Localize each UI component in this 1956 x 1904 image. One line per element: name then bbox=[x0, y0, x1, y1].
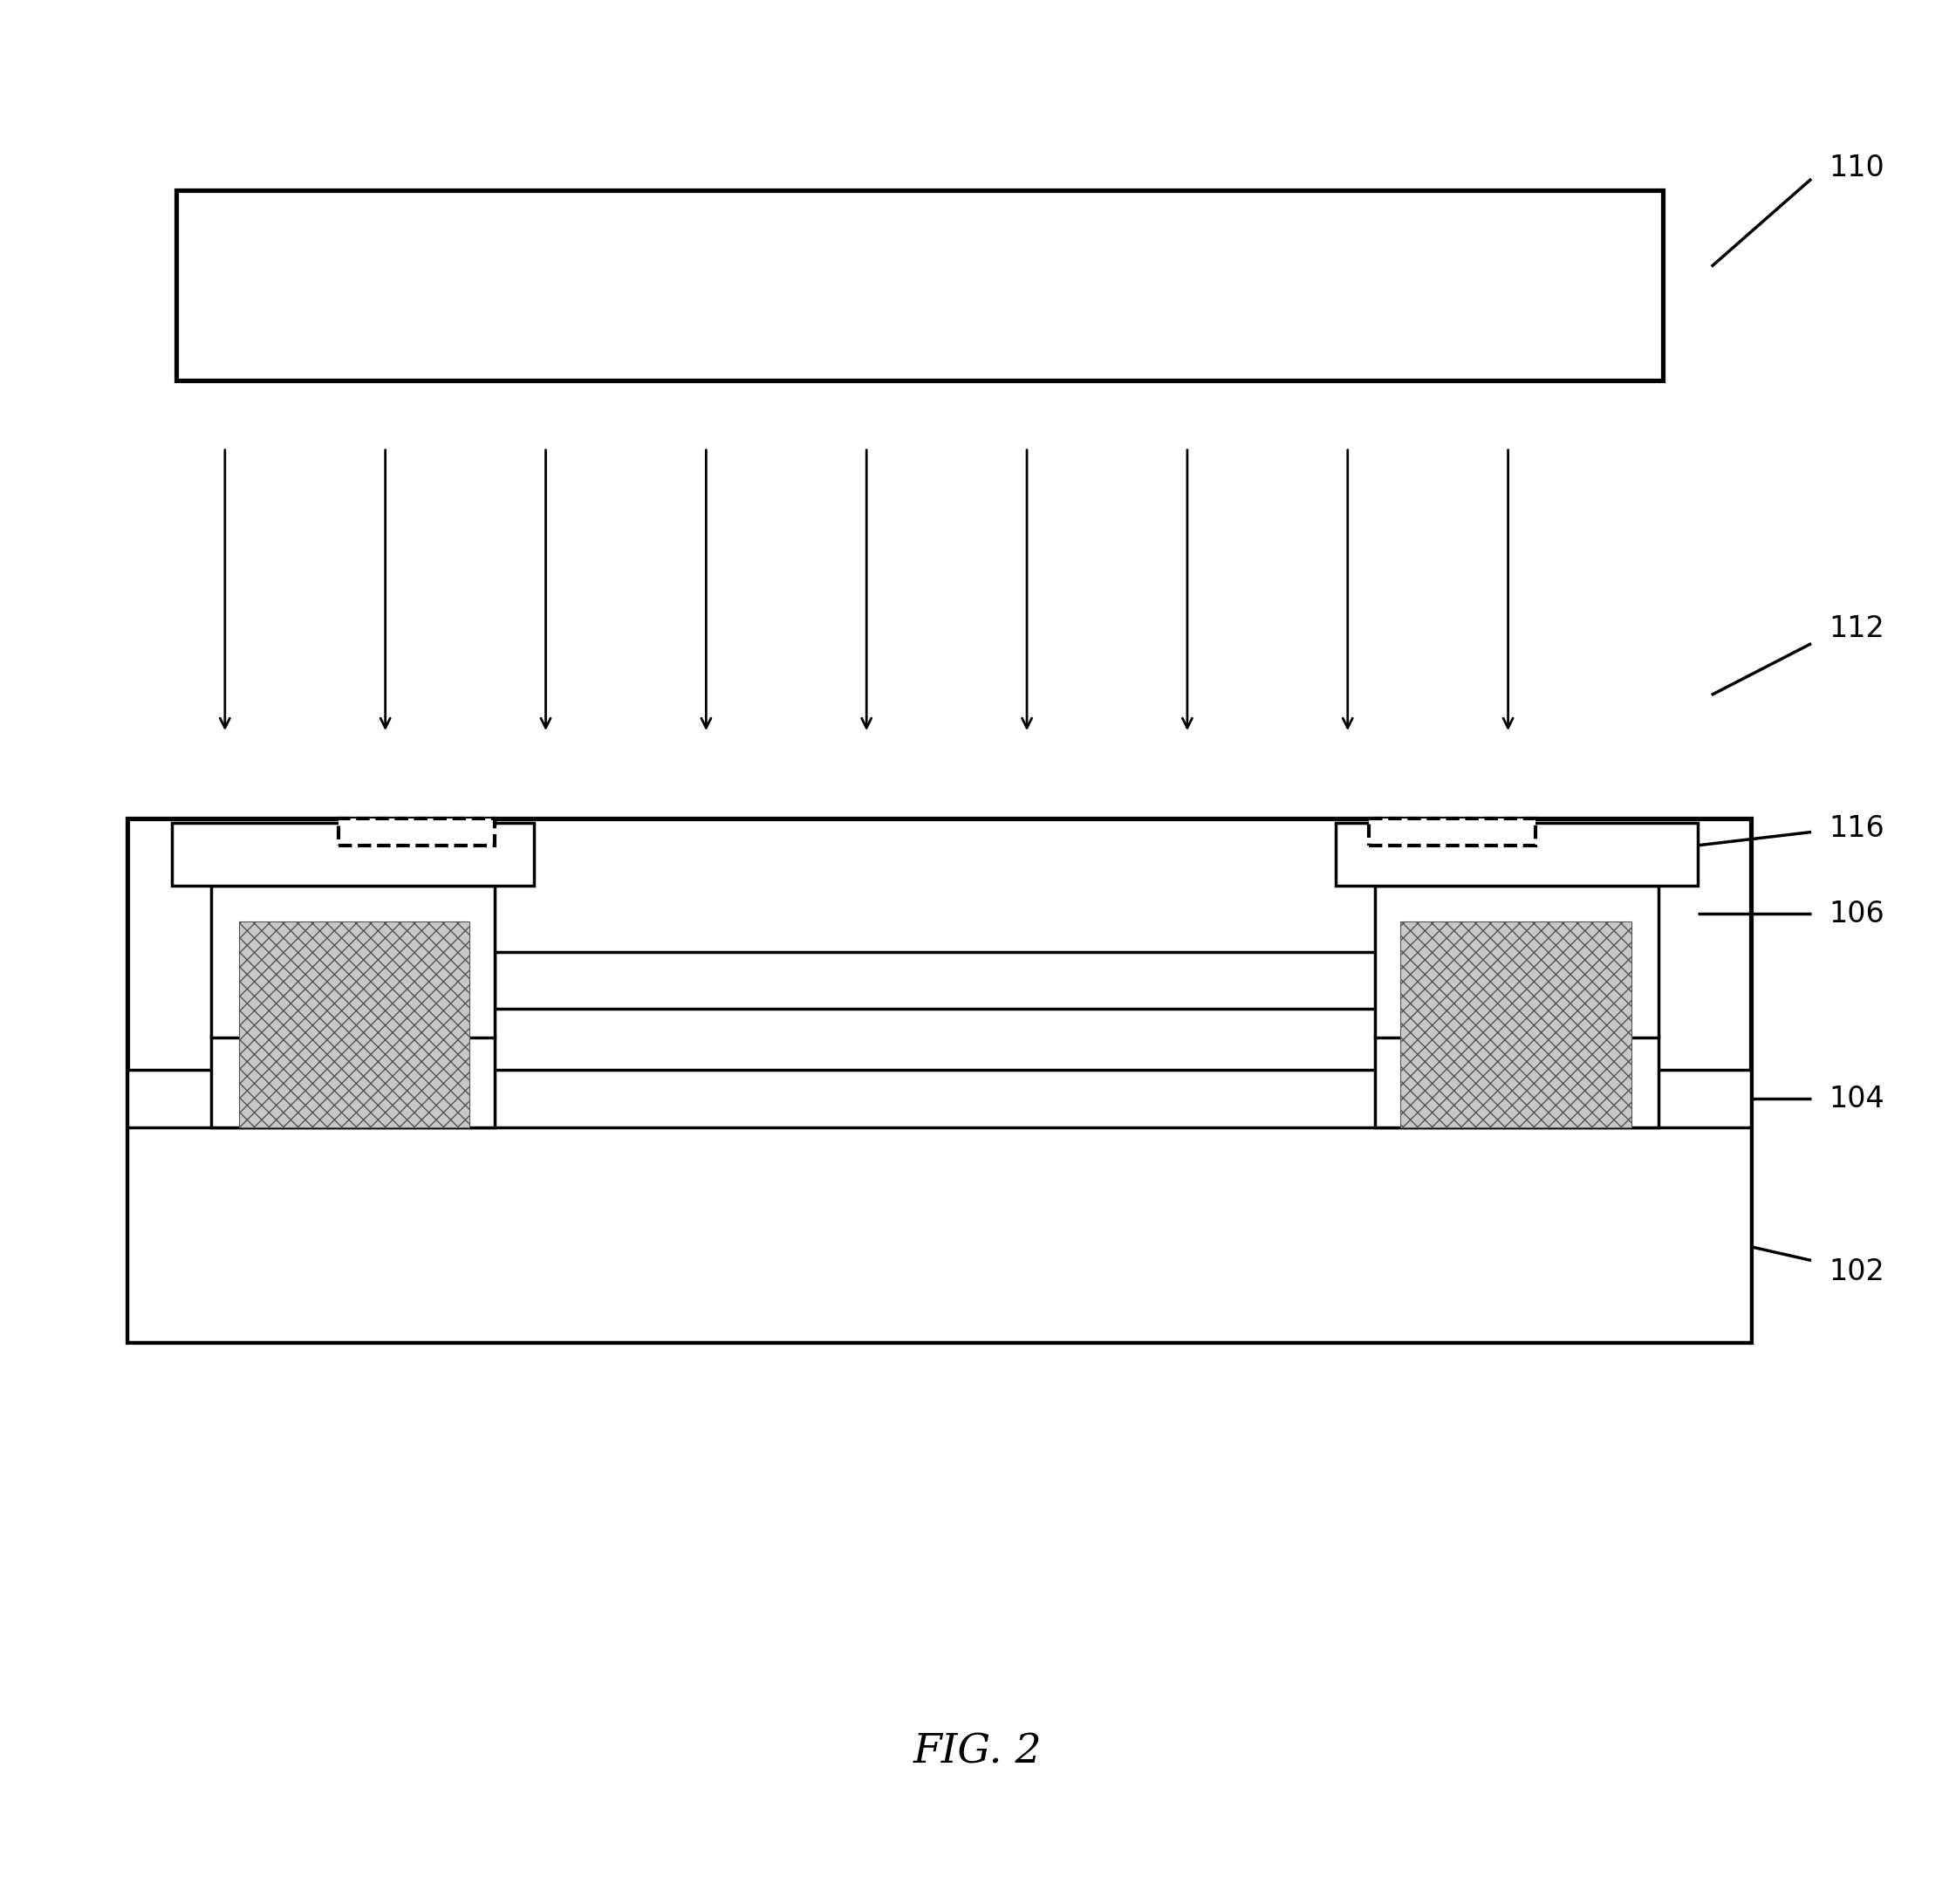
Bar bbox=[338, 819, 495, 845]
Text: 116: 116 bbox=[1829, 813, 1884, 843]
Text: 104: 104 bbox=[1829, 1083, 1884, 1114]
Bar bbox=[211, 1036, 495, 1127]
Bar bbox=[211, 885, 495, 1038]
Bar bbox=[1336, 823, 1698, 885]
Bar bbox=[239, 922, 469, 1127]
Text: FIG. 2: FIG. 2 bbox=[913, 1733, 1043, 1771]
Bar bbox=[172, 823, 534, 885]
Bar bbox=[176, 190, 1663, 381]
Bar bbox=[127, 1070, 1751, 1127]
Bar bbox=[1400, 922, 1631, 1127]
Text: 110: 110 bbox=[1829, 152, 1884, 183]
Bar bbox=[127, 819, 1751, 1342]
Bar bbox=[1375, 885, 1659, 1038]
Text: 106: 106 bbox=[1829, 899, 1884, 929]
Text: 102: 102 bbox=[1829, 1257, 1884, 1287]
Bar bbox=[1375, 1036, 1659, 1127]
Text: 112: 112 bbox=[1829, 613, 1884, 644]
Bar bbox=[127, 1123, 1751, 1342]
Bar bbox=[495, 952, 1385, 1009]
Bar bbox=[1369, 819, 1535, 845]
